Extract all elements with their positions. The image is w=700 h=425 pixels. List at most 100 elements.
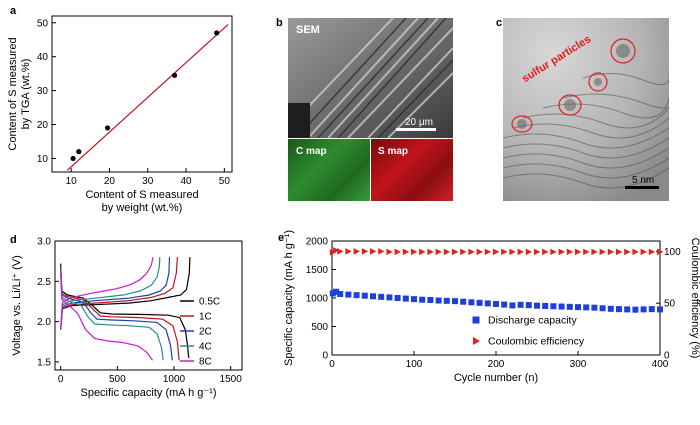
y-tick-label: 2.5	[37, 277, 51, 288]
coulombic-efficiency-marker	[501, 248, 508, 256]
y-axis-label: Voltage vs. Li/Li⁺ (V)	[11, 255, 23, 356]
discharge-capacity-marker	[452, 298, 458, 305]
data-point	[76, 149, 82, 155]
coulombic-efficiency-marker	[353, 248, 360, 255]
coulombic-efficiency-marker	[378, 248, 385, 255]
coulombic-efficiency-marker	[591, 248, 598, 256]
sem-fiber-texture	[288, 18, 453, 138]
coulombic-efficiency-marker	[616, 248, 623, 256]
discharge-capacity-marker	[542, 302, 549, 309]
coulombic-efficiency-marker	[534, 248, 541, 256]
x-tick-label: 100	[406, 359, 423, 370]
chart-e-cycling: 0 100 200 300 4000500100015002000050100Disch…	[283, 230, 700, 384]
discharge-capacity-marker	[550, 303, 557, 310]
panel-label-d: d	[10, 234, 17, 246]
coulombic-efficiency-marker	[575, 248, 582, 256]
tem-lattice-texture	[503, 18, 669, 201]
coulombic-efficiency-marker	[361, 248, 369, 255]
x-tick-label: 500	[109, 374, 126, 385]
y-tick-label: 500	[311, 322, 328, 333]
discharge-capacity-marker	[468, 299, 475, 306]
x-tick-label: 1000	[163, 374, 186, 385]
y2-tick-label: 0	[664, 351, 670, 362]
series-1C-discharge-line	[60, 265, 180, 361]
coulombic-efficiency-marker	[583, 248, 590, 256]
data-point	[104, 125, 111, 131]
discharge-capacity-marker	[632, 306, 639, 313]
sem-title: SEM	[296, 24, 320, 36]
legend-label: Coulombic efficiency	[488, 336, 585, 348]
coulombic-efficiency-marker	[427, 248, 434, 256]
coulombic-efficiency-marker	[333, 247, 340, 254]
y-tick-label: 1000	[306, 294, 329, 305]
chart-d-voltage-profiles: 0 500 1000 1500 1.5 2.0 2.5 3.0 0.5C 1C 2C 4C 8C Spec…	[11, 237, 243, 399]
y2-tick-label: 50	[664, 299, 676, 310]
coulombic-efficiency-marker	[370, 248, 377, 255]
discharge-capacity-marker	[435, 297, 442, 304]
x-tick-label: 40	[180, 176, 192, 187]
discharge-capacity-marker	[558, 303, 565, 310]
discharge-capacity-marker	[607, 305, 614, 312]
legend-label: 8C	[199, 357, 212, 368]
coulombic-efficiency-marker	[632, 248, 639, 256]
x-axis-label-line1: Content of S measured	[85, 189, 198, 201]
coulombic-efficiency-marker	[624, 248, 631, 256]
discharge-capacity-marker	[575, 304, 581, 311]
y-axis-label: Specific capacity (mA h g⁻¹)	[283, 230, 295, 366]
coulombic-efficiency-marker	[493, 248, 500, 256]
coulombic-efficiency-marker	[550, 248, 557, 256]
discharge-capacity-marker	[583, 304, 590, 311]
y2-axis-label: Coulombic efficiency (%)	[689, 238, 700, 359]
discharge-capacity-marker	[566, 303, 573, 310]
c-map-image	[288, 139, 370, 201]
discharge-capacity-marker	[501, 301, 508, 308]
legend-swatch-coulombic	[473, 337, 480, 345]
y-tick-label: 2.0	[37, 317, 51, 328]
coulombic-efficiency-marker	[468, 248, 475, 256]
coulombic-efficiency-marker	[337, 248, 344, 255]
y-tick-label: 2000	[306, 237, 329, 248]
x-tick-label: 30	[142, 176, 154, 187]
coulombic-efficiency-marker	[402, 248, 410, 256]
x-tick-label: 300	[570, 359, 587, 370]
sem-image	[288, 18, 453, 138]
y-axis-label-line2: by TGA (wt.%)	[20, 59, 32, 130]
coulombic-efficiency-marker	[435, 248, 442, 256]
data-point	[214, 30, 220, 36]
coulombic-efficiency-marker	[607, 248, 615, 256]
coulombic-efficiency-marker	[484, 248, 492, 256]
series-1C-charge-line	[60, 257, 178, 330]
coulombic-efficiency-marker	[411, 248, 418, 256]
coulombic-efficiency-marker	[394, 248, 401, 256]
fit-line	[66, 24, 229, 171]
panel-label-b: b	[276, 17, 283, 29]
x-tick-label: 1500	[220, 374, 243, 385]
discharge-capacity-marker	[484, 300, 491, 307]
discharge-capacity-marker	[640, 306, 647, 313]
discharge-capacity-marker	[370, 293, 376, 300]
y-tick-label: 50	[37, 18, 49, 29]
discharge-capacity-marker	[419, 296, 426, 303]
discharge-capacity-marker	[427, 296, 434, 303]
plot-frame	[51, 15, 233, 173]
discharge-capacity-marker	[378, 293, 385, 300]
x-tick-label: 50	[219, 176, 231, 187]
x-tick-label: 20	[104, 176, 116, 187]
discharge-capacity-marker	[648, 306, 655, 313]
discharge-capacity-marker	[534, 302, 540, 309]
discharge-capacity-marker	[599, 305, 606, 312]
coulombic-efficiency-marker	[443, 248, 451, 256]
coulombic-efficiency-marker	[657, 248, 664, 256]
y-tick-label: 1500	[306, 265, 329, 276]
discharge-capacity-marker	[345, 291, 352, 298]
s-map-label: S map	[378, 146, 409, 157]
discharge-capacity-marker	[657, 306, 663, 313]
c-map-label: C map	[296, 146, 327, 157]
legend-label: Discharge capacity	[488, 315, 577, 327]
discharge-capacity-marker	[394, 295, 401, 301]
coulombic-efficiency-marker	[460, 248, 467, 256]
coulombic-efficiency-marker	[452, 248, 459, 256]
discharge-capacity-marker	[624, 306, 631, 313]
x-axis-label: Specific capacity (mA h g⁻¹)	[80, 387, 216, 399]
x-tick-label: 0	[329, 359, 335, 370]
